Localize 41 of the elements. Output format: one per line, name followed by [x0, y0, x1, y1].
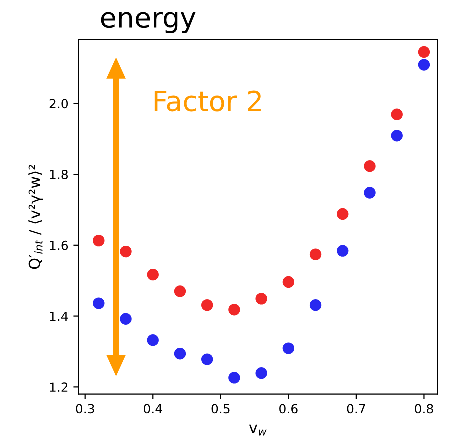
point	[391, 130, 403, 142]
x-tick-label: 0.8	[415, 404, 434, 414]
point	[120, 313, 132, 325]
point	[174, 286, 186, 298]
point	[391, 108, 403, 120]
point	[93, 234, 105, 247]
point	[174, 348, 186, 360]
point	[418, 59, 430, 71]
annotation: Factor 2	[154, 90, 261, 112]
point	[147, 268, 159, 281]
point	[256, 293, 268, 305]
point	[120, 246, 132, 258]
x-tick-label: 0.4	[144, 404, 162, 414]
x-tick-label: 0.5	[212, 404, 230, 414]
x-tick-label: 0.3	[76, 404, 94, 414]
point	[418, 46, 430, 58]
point	[282, 342, 295, 354]
point	[202, 354, 214, 366]
point	[310, 299, 322, 312]
point	[228, 372, 240, 384]
y-axis-title: Q′$_{int}$ / ⟨v²γ²w⟩²	[28, 165, 44, 270]
point	[364, 160, 376, 172]
point	[337, 245, 349, 257]
point	[147, 334, 159, 346]
x-tick-label: 0.6	[280, 404, 298, 414]
y-tick-label: 2.0	[50, 99, 68, 109]
point	[364, 187, 376, 199]
point	[256, 368, 268, 380]
point	[202, 299, 214, 312]
point	[282, 276, 295, 288]
y-tick-label: 1.4	[50, 312, 68, 322]
x-axis-title: v$_{w}$	[249, 424, 267, 436]
y-tick-label: 1.8	[50, 170, 68, 180]
y-tick-label: 1.2	[50, 382, 68, 392]
point	[93, 298, 105, 310]
x-tick-label: 0.7	[347, 404, 366, 414]
text: energy	[101, 12, 196, 34]
point	[337, 208, 349, 220]
point	[228, 304, 240, 316]
y-tick-label: 1.6	[50, 240, 68, 250]
point	[310, 248, 322, 260]
